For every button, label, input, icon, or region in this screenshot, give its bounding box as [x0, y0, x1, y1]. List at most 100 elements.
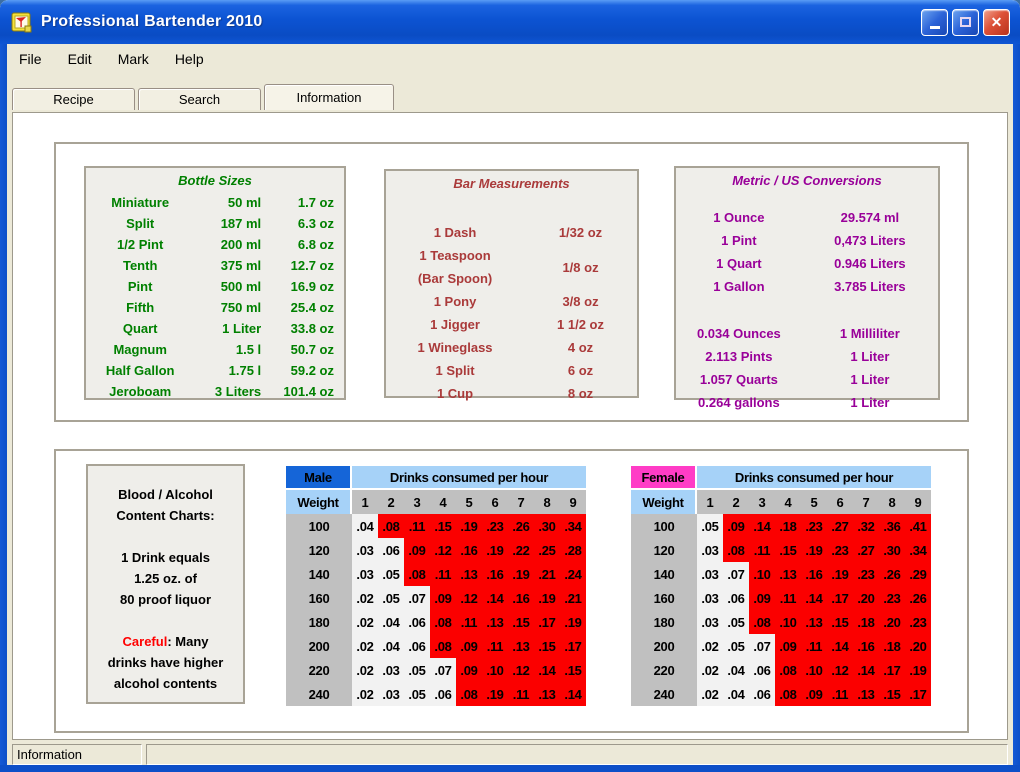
bac-value-cell: .11 [430, 562, 456, 586]
bottle-size-cell: Magnum [113, 342, 167, 357]
bac-value-cell: .06 [404, 634, 430, 658]
bac-value-cell: .18 [775, 514, 801, 538]
bac-value-cell: .26 [508, 514, 534, 538]
bac-value-cell: .24 [560, 562, 586, 586]
bac-value-cell: .12 [456, 586, 482, 610]
bottle-size-cell: Half Gallon [105, 363, 175, 378]
bac-value-cell: .13 [853, 682, 879, 706]
bac-value-cell: .08 [430, 610, 456, 634]
bac-value-cell: .16 [853, 634, 879, 658]
bar-measurement-cell: 1 1/2 oz [557, 317, 604, 332]
menu-bar: File Edit Mark Help [7, 44, 1013, 74]
hour-column-header: 5 [801, 490, 827, 514]
bac-value-cell: .06 [749, 682, 775, 706]
metric-conversion-row: 1 Ounce 29.574 ml [676, 206, 938, 229]
bac-value-cell: .23 [905, 610, 931, 634]
bar-measurement-cell: 1 Wineglass [417, 340, 493, 355]
maximize-button[interactable] [952, 8, 979, 36]
bac-value-cell: .08 [749, 610, 775, 634]
bac-value-cell: .11 [827, 682, 853, 706]
bottle-size-cell: 1.75 l [228, 363, 262, 378]
weight-cell: 240 [286, 682, 352, 706]
bac-value-cell: .03 [378, 682, 404, 706]
bac-value-cell: .05 [723, 610, 749, 634]
metric-conversion-cell: 1 Ounce [713, 210, 765, 225]
bottle-size-cell: 59.2 oz [290, 363, 334, 378]
bottle-size-cell: 50 ml [227, 195, 262, 210]
reference-tables-panel: Bottle Sizes Miniature 50 ml 1.7 oz Split 18… [54, 142, 969, 422]
metric-conversion-cell: 1 Milliliter [839, 326, 900, 341]
bottle-size-cell: Split [126, 216, 155, 231]
bac-value-cell: .16 [482, 562, 508, 586]
hour-column-header: 2 [723, 490, 749, 514]
bac-value-cell: .26 [905, 586, 931, 610]
app-icon [11, 12, 32, 33]
gender-header-female: Female [631, 466, 697, 490]
bac-value-cell: .21 [534, 562, 560, 586]
bac-value-cell: .07 [404, 586, 430, 610]
bar-measurement-row: 1 Pony 3/8 oz [386, 290, 637, 313]
weight-cell: 180 [286, 610, 352, 634]
bac-value-cell: .19 [482, 682, 508, 706]
hour-column-header: 7 [853, 490, 879, 514]
bar-measurement-cell: 1 Cup [436, 386, 474, 401]
menu-item-file[interactable]: File [19, 51, 42, 67]
bac-value-cell: .21 [560, 586, 586, 610]
bottle-size-cell: 16.9 oz [290, 279, 334, 294]
status-bar-left: Information [12, 744, 142, 765]
bac-value-cell: .12 [827, 658, 853, 682]
minimize-button[interactable] [921, 8, 948, 36]
bottle-size-cell: 200 ml [220, 237, 262, 252]
bac-value-cell: .11 [404, 514, 430, 538]
bac-value-cell: .11 [801, 634, 827, 658]
bar-measurements-title: Bar Measurements [453, 176, 570, 191]
title-bar[interactable]: Professional Bartender 2010 ✕ [0, 0, 1020, 44]
bac-value-cell: .13 [801, 610, 827, 634]
bac-value-cell: .03 [697, 610, 723, 634]
bac-info-box: Blood / Alcohol Content Charts: 1 Drink … [86, 464, 245, 704]
hour-column-header: 6 [482, 490, 508, 514]
bac-value-cell: .17 [560, 634, 586, 658]
client-area: File Edit Mark Help Recipe Search Information… [7, 44, 1013, 765]
weight-cell: 160 [286, 586, 352, 610]
bottle-size-row: Pint 500 ml 16.9 oz [86, 276, 344, 297]
menu-item-edit[interactable]: Edit [67, 51, 92, 67]
bottle-size-cell: 187 ml [220, 216, 262, 231]
bottle-size-cell: 101.4 oz [283, 384, 334, 399]
weight-column-header: Weight [631, 490, 697, 514]
bac-value-cell: .13 [456, 562, 482, 586]
bac-value-cell: .30 [879, 538, 905, 562]
menu-item-help[interactable]: Help [174, 51, 204, 67]
tab-search[interactable]: Search [138, 88, 261, 110]
hour-column-header: 9 [905, 490, 931, 514]
bac-value-cell: .06 [749, 658, 775, 682]
bac-value-cell: .16 [508, 586, 534, 610]
metric-conversion-cell: 29.574 ml [840, 210, 900, 225]
metric-conversion-cell: 1 Quart [716, 256, 762, 271]
bac-value-cell: .13 [775, 562, 801, 586]
bac-value-cell: .07 [430, 658, 456, 682]
hour-column-header: 6 [827, 490, 853, 514]
menu-item-mark[interactable]: Mark [117, 51, 149, 67]
metric-conversion-cell: 1 Gallon [713, 279, 765, 294]
bottle-size-row: Split 187 ml 6.3 oz [86, 213, 344, 234]
bac-value-cell: .02 [697, 658, 723, 682]
bar-measurement-cell: 3/8 oz [562, 294, 599, 309]
metric-conversion-row: 2.113 Pints 1 Liter [676, 345, 938, 368]
metric-conversion-row: 0.034 Ounces 1 Milliliter [676, 322, 938, 345]
bottle-size-cell: 6.3 oz [297, 216, 334, 231]
tab-information[interactable]: Information [264, 84, 394, 110]
close-button[interactable]: ✕ [983, 8, 1010, 36]
tab-recipe[interactable]: Recipe [12, 88, 135, 110]
bottle-size-cell: Quart [122, 321, 158, 336]
hour-column-header: 1 [697, 490, 723, 514]
bac-value-cell: .05 [378, 586, 404, 610]
bottle-size-cell: Fifth [126, 300, 155, 315]
bottle-size-cell: 500 ml [220, 279, 262, 294]
information-page: Bottle Sizes Miniature 50 ml 1.7 oz Split 18… [12, 112, 1008, 740]
bar-measurements-rows: 1 Dash 1/32 oz 1 Teaspoon (Bar Spoon) 1/8 o… [386, 221, 637, 405]
bottle-size-cell: 750 ml [220, 300, 262, 315]
bottle-size-row: Quart 1 Liter 33.8 oz [86, 318, 344, 339]
weight-cell: 240 [631, 682, 697, 706]
bar-measurement-cell: 1 Jigger [430, 317, 480, 332]
